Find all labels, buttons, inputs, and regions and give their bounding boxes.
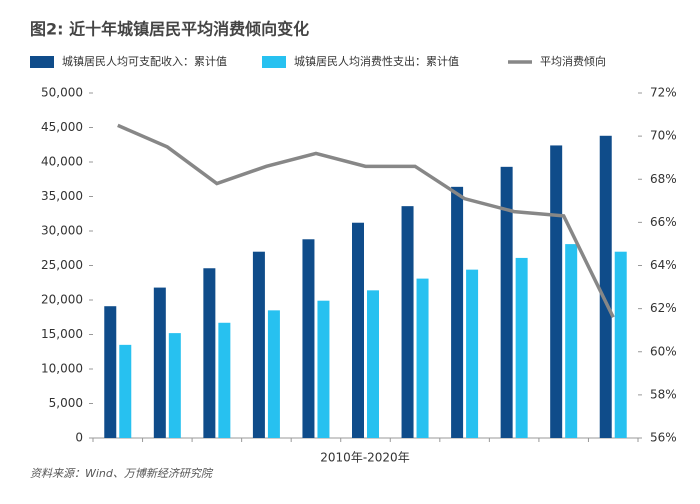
bar xyxy=(119,344,132,438)
y-tick-label: 25,000 xyxy=(41,258,83,272)
y2-tick-label: 72% xyxy=(650,86,677,100)
legend-label: 城镇居民人均可支配收入：累计值 xyxy=(62,54,227,68)
bar xyxy=(267,310,280,438)
legend-label: 城镇居民人均消费性支出：累计值 xyxy=(294,54,459,68)
legend-swatch xyxy=(30,56,54,68)
bar xyxy=(104,306,117,438)
y-tick-label: 20,000 xyxy=(41,293,83,307)
bar xyxy=(252,251,265,438)
bar xyxy=(401,206,414,438)
y-tick-label: 45,000 xyxy=(41,120,83,134)
bar xyxy=(352,222,364,438)
legend-swatch xyxy=(262,56,286,68)
chart-title: 图2: 近十年城镇居民平均消费倾向变化 xyxy=(30,20,309,39)
bar xyxy=(416,278,429,438)
bar xyxy=(466,269,479,438)
legend-label: 平均消费倾向 xyxy=(540,54,606,68)
bar xyxy=(153,287,166,438)
bar xyxy=(367,290,379,438)
bar xyxy=(614,251,627,438)
bar xyxy=(451,186,464,438)
y2-tick-label: 68% xyxy=(650,172,677,186)
y-tick-label: 5,000 xyxy=(49,396,83,410)
x-axis-label: 2010年-2020年 xyxy=(320,451,409,465)
bar xyxy=(203,268,216,438)
y-tick-label: 0 xyxy=(75,431,83,445)
y2-tick-label: 60% xyxy=(650,344,677,358)
bar xyxy=(168,333,181,438)
y2-tick-label: 70% xyxy=(650,129,677,143)
bar xyxy=(515,257,528,438)
y-tick-label: 10,000 xyxy=(41,362,83,376)
line xyxy=(117,123,615,319)
y2-tick-label: 62% xyxy=(650,301,677,315)
bar xyxy=(218,322,231,438)
bar xyxy=(599,135,612,438)
bar xyxy=(317,300,330,438)
y-tick-label: 35,000 xyxy=(41,189,83,203)
source-note: 资料来源：Wind、万博新经济研究院 xyxy=(30,467,214,480)
y-tick-label: 50,000 xyxy=(41,86,83,100)
bar xyxy=(550,145,563,438)
y-tick-label: 15,000 xyxy=(41,327,83,341)
y2-tick-label: 66% xyxy=(650,215,677,229)
y2-tick-label: 58% xyxy=(650,387,677,401)
y-tick-label: 40,000 xyxy=(41,155,83,169)
bar xyxy=(565,244,578,438)
bar xyxy=(302,239,315,438)
y2-tick-label: 64% xyxy=(650,258,677,272)
bar xyxy=(500,166,513,438)
y-tick-label: 30,000 xyxy=(41,224,83,238)
y2-tick-label: 56% xyxy=(650,431,677,445)
